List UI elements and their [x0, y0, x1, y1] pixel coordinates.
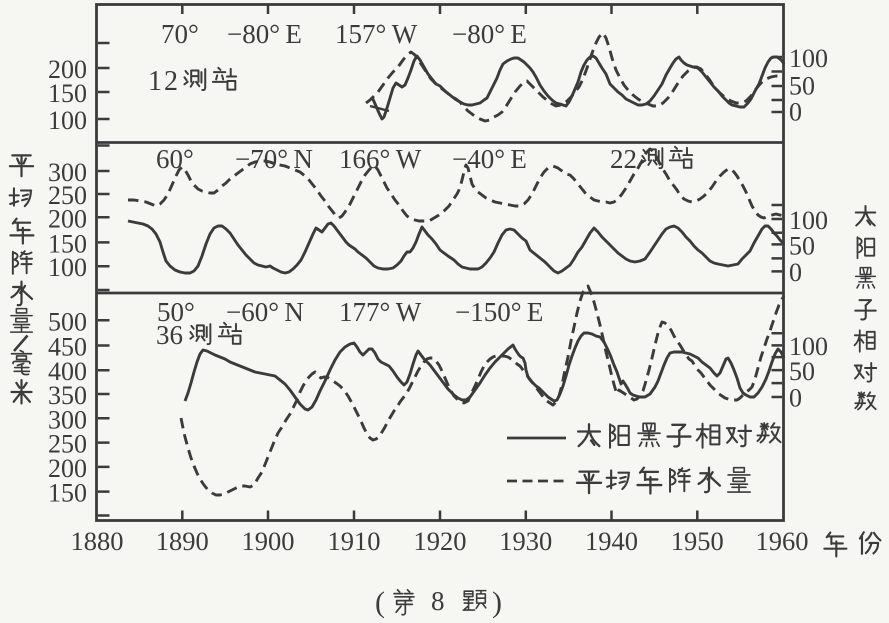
svg-text:200: 200 [48, 454, 87, 483]
svg-text:100: 100 [789, 44, 828, 73]
svg-text:350: 350 [48, 381, 87, 410]
svg-text:−40° E: −40° E [452, 144, 527, 174]
svg-text:70°: 70° [161, 19, 199, 49]
svg-text:150: 150 [48, 229, 87, 258]
svg-text:−80° E: −80° E [452, 19, 527, 49]
svg-text:1890: 1890 [156, 526, 209, 556]
svg-text:157° W: 157° W [335, 19, 418, 49]
svg-text:250: 250 [48, 430, 87, 459]
svg-text:−80° E: −80° E [227, 19, 302, 49]
svg-text:0: 0 [789, 98, 802, 127]
svg-text:1920: 1920 [414, 526, 467, 556]
svg-text:166° W: 166° W [339, 144, 422, 174]
svg-text:1900: 1900 [242, 526, 295, 556]
svg-text:150: 150 [48, 479, 87, 508]
svg-text:50: 50 [789, 232, 815, 261]
svg-text:1880: 1880 [71, 526, 124, 556]
svg-text:1950: 1950 [671, 526, 724, 556]
svg-text:1940: 1940 [585, 526, 638, 556]
svg-text:100: 100 [48, 253, 87, 282]
svg-text:−60° N: −60° N [226, 297, 304, 327]
svg-text:(: ( [375, 586, 385, 619]
svg-text:22: 22 [610, 144, 637, 174]
svg-text:1930: 1930 [499, 526, 552, 556]
svg-text:400: 400 [48, 357, 87, 386]
svg-text:100: 100 [789, 332, 828, 361]
svg-text:36: 36 [156, 320, 183, 350]
svg-text:1910: 1910 [328, 526, 381, 556]
svg-text:−150° E: −150° E [455, 297, 543, 327]
svg-text:100: 100 [48, 106, 87, 135]
svg-text:0: 0 [789, 384, 802, 413]
svg-text:50: 50 [789, 72, 815, 101]
svg-text:200: 200 [48, 204, 87, 233]
svg-text:8: 8 [431, 586, 445, 616]
svg-text:300: 300 [48, 405, 87, 434]
svg-text:150: 150 [48, 79, 87, 108]
svg-text:50°: 50° [157, 297, 195, 327]
svg-text:100: 100 [789, 206, 828, 235]
svg-text:−70° N: −70° N [235, 144, 313, 174]
svg-text:50: 50 [789, 357, 815, 386]
svg-text:12: 12 [148, 66, 180, 97]
svg-text:450: 450 [48, 333, 87, 362]
svg-text:200: 200 [48, 55, 87, 84]
svg-text:500: 500 [48, 307, 87, 336]
svg-text:0: 0 [789, 258, 802, 287]
svg-text:1960: 1960 [756, 526, 809, 556]
svg-text:250: 250 [48, 181, 87, 210]
svg-text:): ) [492, 586, 502, 619]
svg-text:60°: 60° [156, 144, 194, 174]
svg-text:177° W: 177° W [339, 297, 422, 327]
svg-text:300: 300 [48, 158, 87, 187]
